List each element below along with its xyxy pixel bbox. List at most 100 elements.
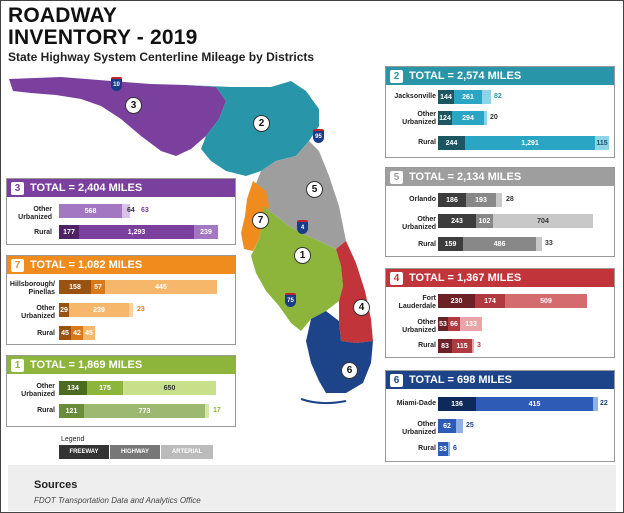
page-subtitle: State Highway System Centerline Mileage … [8, 50, 315, 64]
arterial-value: 6 [453, 445, 457, 452]
freeway-bar: 243 [438, 214, 476, 228]
arterial-bar: 239 [194, 225, 218, 239]
arterial-bar [484, 111, 487, 125]
district-1-total: TOTAL = 1,869 MILES [30, 359, 143, 371]
freeway-bar: 186 [438, 193, 466, 207]
interstate-4-shield-icon: 4 [297, 220, 308, 234]
arterial-bar: 509 [505, 294, 587, 308]
freeway-bar: 134 [59, 381, 87, 395]
district-2-row-label: Jacksonville [394, 93, 436, 100]
district-5-panel: 5 TOTAL = 2,134 MILES Orlando 186 193 28… [385, 167, 615, 257]
highway-bar: 294 [452, 111, 484, 125]
highway-bar: 415 [476, 397, 593, 411]
arterial-bar: 650 [123, 381, 216, 395]
highway-bar: 773 [84, 404, 205, 418]
district-5-row-label: Rural [418, 241, 436, 248]
arterial-bar: 115 [595, 136, 609, 150]
title-line-1: ROADWAY [8, 4, 118, 27]
map-label-district-6: 6 [341, 362, 358, 379]
district-2-row-label: Other Urbanized [402, 111, 436, 126]
arterial-bar: 133 [460, 317, 482, 331]
arterial-bar: 45 [83, 326, 95, 340]
district-6-row-label: Other Urbanized [402, 421, 436, 436]
highway-bar: 115 [452, 339, 472, 353]
district-6-row-label: Rural [418, 445, 436, 452]
page-title: ROADWAY INVENTORY - 2019 [8, 5, 198, 49]
title-line-2: INVENTORY - 2019 [8, 26, 198, 49]
district-4-row-label: Other Urbanized [402, 319, 436, 334]
district-4-number: 4 [390, 271, 403, 285]
arterial-value: 82 [494, 93, 502, 100]
arterial-value: 20 [490, 114, 498, 121]
arterial-bar [536, 237, 542, 251]
highway-bar: 239 [69, 303, 129, 317]
highway-bar: 57 [91, 280, 105, 294]
district-7-row-label: Hillsborough/ Pinellas [9, 281, 55, 296]
freeway-bar: 53 [438, 317, 448, 331]
arterial-value: 28 [506, 196, 514, 203]
map-label-district-3: 3 [125, 97, 142, 114]
highway-bar: 174 [475, 294, 505, 308]
highway-bar: 42 [71, 326, 83, 340]
highway-bar: 62 [438, 419, 456, 433]
district-1-panel: 1 TOTAL = 1,869 MILES Other Urbanized 13… [6, 355, 236, 427]
highway-bar: 1,293 [79, 225, 194, 239]
district-6-total: TOTAL = 698 MILES [409, 374, 513, 386]
arterial-value: 25 [466, 422, 474, 429]
district-1-row-label: Rural [37, 407, 55, 414]
district-6-panel: 6 TOTAL = 698 MILES Miami-Dade 136 415 2… [385, 370, 615, 462]
map-label-district-1: 1 [294, 247, 311, 264]
district-3-header: 3 TOTAL = 2,404 MILES [7, 179, 235, 197]
freeway-value: 63 [141, 207, 149, 214]
district-1-number: 1 [11, 358, 24, 372]
district-4-row-label: Fort Lauderdale [398, 295, 436, 310]
sources-text: FDOT Transportation Data and Analytics O… [34, 496, 201, 505]
district-4-region [336, 241, 373, 343]
highway-bar: 66 [448, 317, 460, 331]
interstate-95-shield-icon: 95 [313, 129, 324, 143]
arterial-bar [456, 419, 463, 433]
freeway-bar: 158 [59, 280, 91, 294]
district-1-header: 1 TOTAL = 1,869 MILES [7, 356, 235, 374]
district-3-row-label: Other Urbanized [18, 206, 52, 221]
arterial-value: 64 [127, 207, 135, 214]
legend-title: Legend [61, 436, 85, 443]
freeway-bar: 177 [59, 225, 79, 239]
highway-bar: 1,291 [465, 136, 595, 150]
freeway-bar: 29 [59, 303, 69, 317]
district-7-total: TOTAL = 1,082 MILES [30, 259, 143, 271]
district-3-row-label: Rural [34, 229, 52, 236]
arterial-value: 33 [545, 240, 553, 247]
sources-title: Sources [34, 479, 78, 491]
map-label-district-5: 5 [306, 181, 323, 198]
district-7-panel: 7 TOTAL = 1,082 MILES Hillsborough/ Pine… [6, 255, 236, 345]
district-2-row-label: Rural [418, 139, 436, 146]
district-3-region [9, 77, 226, 156]
highway-bar: 568 [59, 204, 122, 218]
district-3-number: 3 [11, 181, 24, 195]
highway-bar: 261 [454, 90, 482, 104]
interstate-75-shield-icon: 75 [285, 293, 296, 307]
arterial-bar [448, 442, 450, 456]
arterial-bar: 704 [493, 214, 593, 228]
district-4-total: TOTAL = 1,367 MILES [409, 272, 522, 284]
district-5-number: 5 [390, 170, 403, 184]
freeway-bar: 121 [59, 404, 84, 418]
district-4-panel: 4 TOTAL = 1,367 MILES Fort Lauderdale 23… [385, 268, 615, 358]
arterial-bar [593, 397, 598, 411]
arterial-bar [482, 90, 491, 104]
arterial-bar [122, 204, 130, 218]
interstate-10-shield-icon: 10 [111, 77, 122, 91]
legend-freeway: FREEWAY [59, 445, 109, 459]
district-5-header: 5 TOTAL = 2,134 MILES [386, 168, 614, 186]
arterial-bar [496, 193, 502, 207]
district-7-number: 7 [11, 258, 24, 272]
district-2-region [186, 81, 319, 176]
district-2-total: TOTAL = 2,574 MILES [409, 70, 522, 82]
district-6-header: 6 TOTAL = 698 MILES [386, 371, 614, 389]
district-2-number: 2 [390, 69, 403, 83]
arterial-value: 22 [600, 400, 608, 407]
highway-bar: 175 [87, 381, 123, 395]
district-2-panel: 2 TOTAL = 2,574 MILES Jacksonville 144 2… [385, 66, 615, 158]
legend-arterial: ARTERIAL [161, 445, 213, 459]
